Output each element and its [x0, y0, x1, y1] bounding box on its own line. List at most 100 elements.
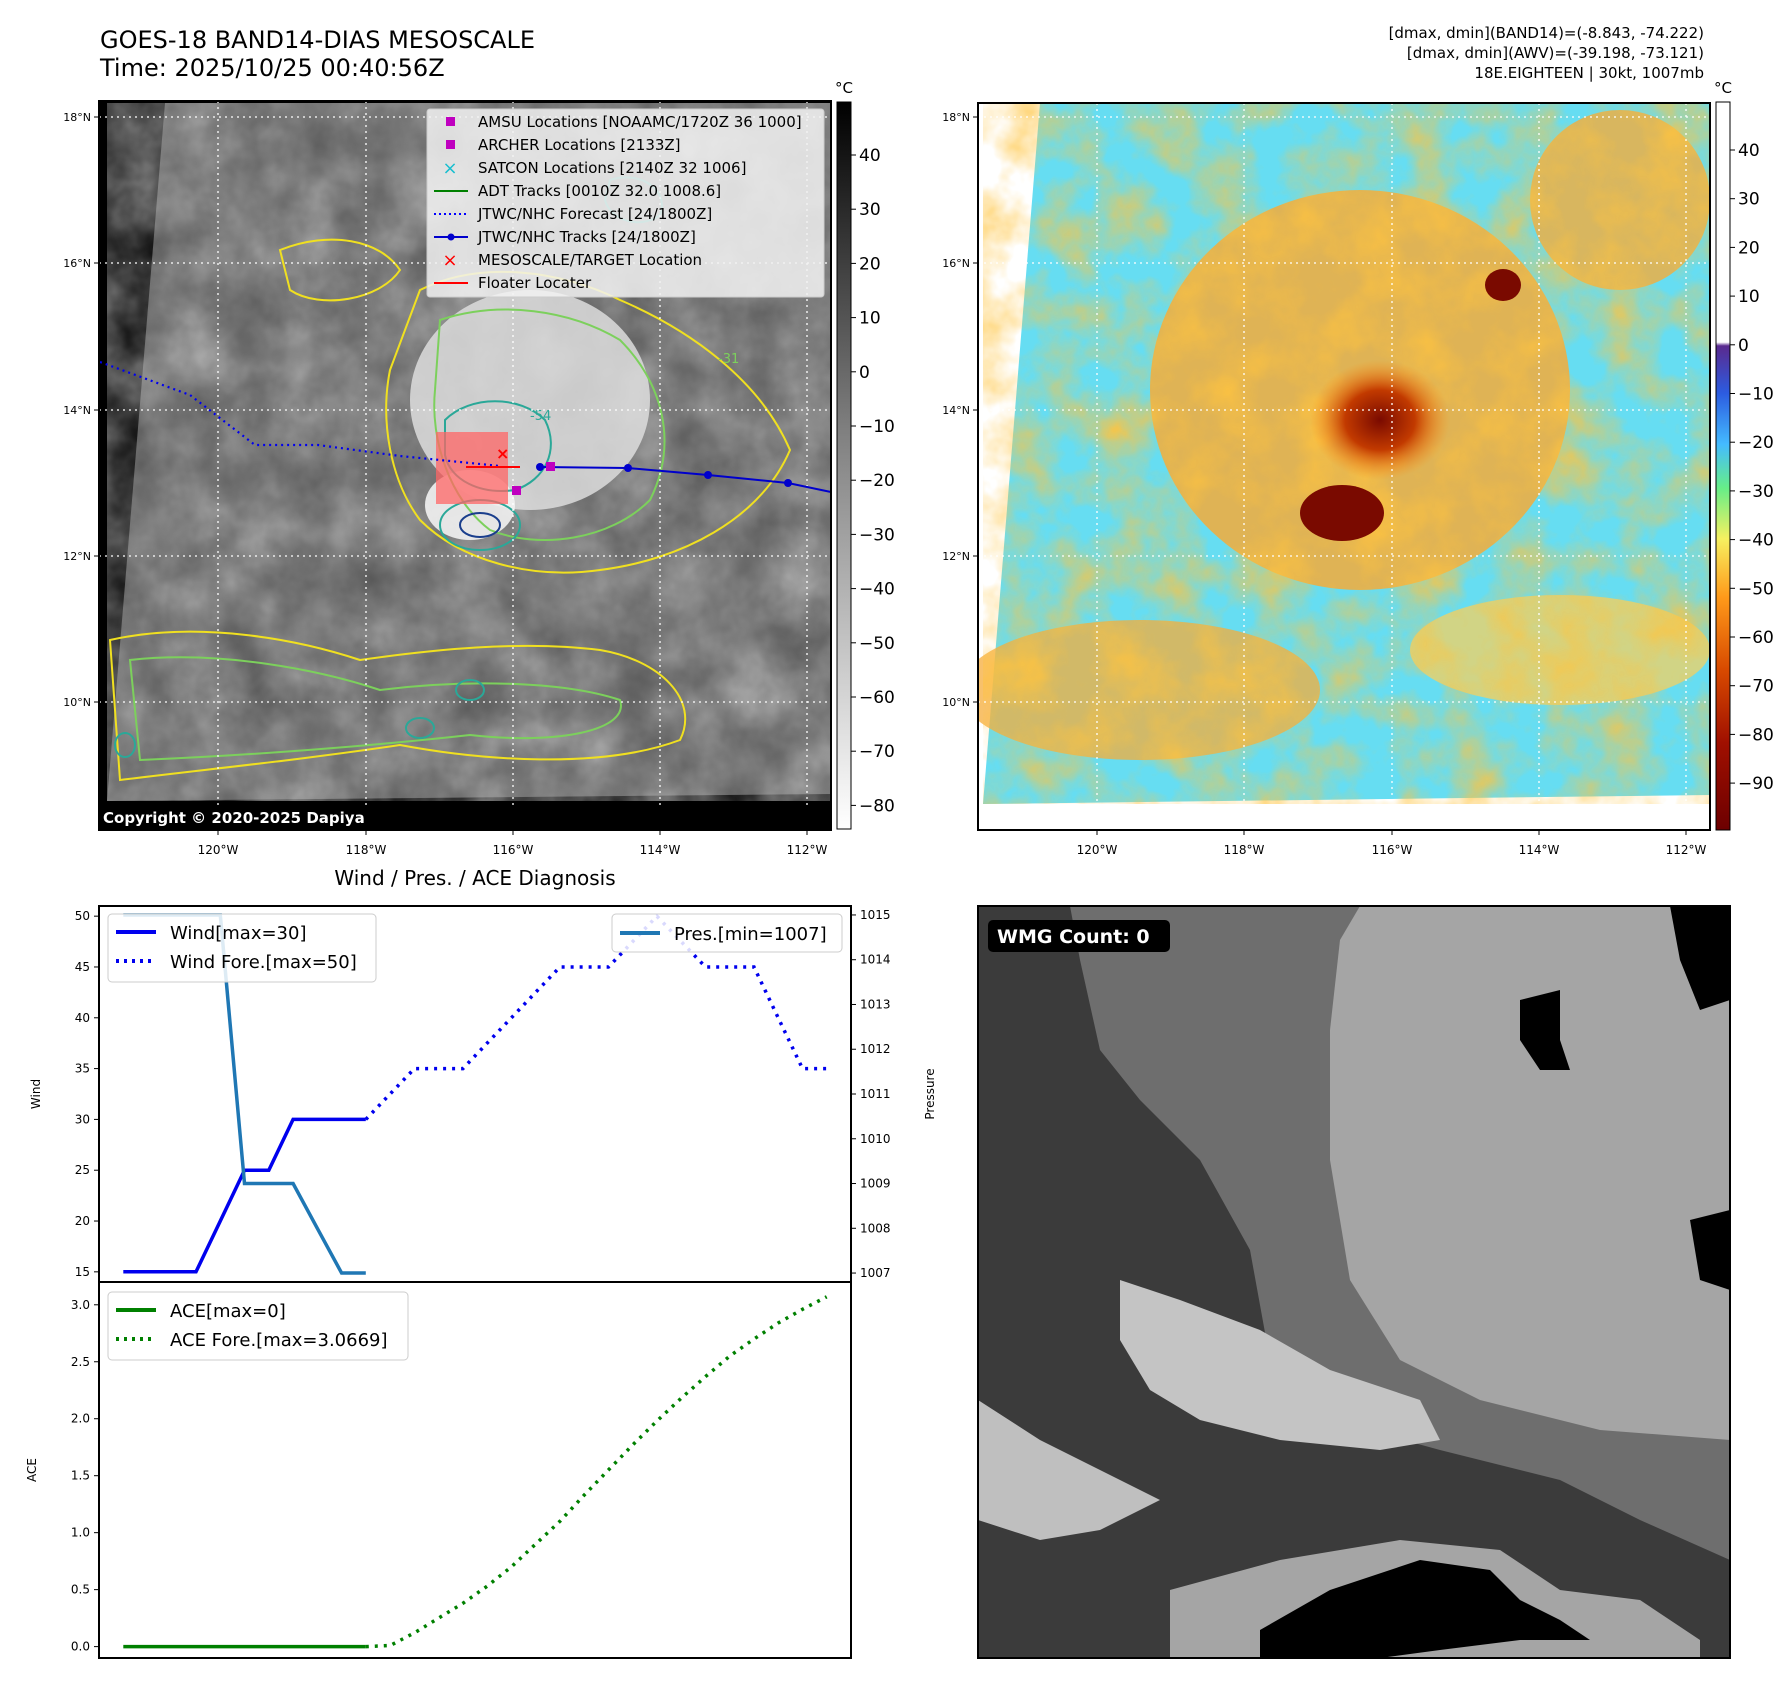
colorbar-tick-label: −50 [859, 634, 895, 654]
diagnosis-title: Wind / Pres. / ACE Diagnosis [334, 866, 615, 890]
title-line-2: Time: 2025/10/25 00:40:56Z [100, 54, 445, 82]
colorbar-tick-label: −10 [1738, 385, 1774, 405]
wmg-panel [978, 906, 1730, 1658]
lon-label: 114°W [1519, 843, 1560, 857]
lon-label: 120°W [1077, 843, 1118, 857]
colorbar-tick-label: −80 [1738, 725, 1774, 745]
ace-fore-legend-label: ACE Fore.[max=3.0669] [170, 1330, 388, 1351]
wmg-count-badge [988, 920, 1170, 952]
legend-marker-dot [447, 233, 455, 241]
y-tick-label: 20 [75, 1214, 90, 1228]
legend-label: JTWC/NHC Tracks [24/1800Z] [477, 228, 696, 246]
best-track-points [536, 463, 792, 487]
y-tick-label: 1015 [860, 908, 891, 922]
pressure-axis-label: Pressure [923, 1068, 937, 1119]
map-legend: AMSU Locations [NOAAMC/1720Z 36 1000] ARC… [426, 108, 825, 298]
wmg-zone-bright [1120, 1280, 1440, 1450]
colorbar-tick-label: −50 [1738, 579, 1774, 599]
y-tick-label: 1009 [860, 1177, 891, 1191]
y-tick-label: 1011 [860, 1087, 891, 1101]
title-line-1: GOES-18 BAND14-DIAS MESOSCALE [100, 26, 536, 54]
colorbar-tick-label: 40 [1738, 141, 1760, 161]
enhanced-map-frame [977, 102, 1711, 831]
ace-plot-frame [98, 1281, 852, 1659]
colorbar-tick-label: 0 [1738, 336, 1749, 356]
lat-label: 10°N [63, 696, 91, 709]
colorbar-tick-label: −30 [859, 525, 895, 545]
wind-legend-label: Wind[max=30] [170, 923, 307, 944]
wmg-dark-e [1690, 1210, 1730, 1290]
lat-label: 18°N [63, 111, 91, 124]
stats-band14: [dmax, dmin](BAND14)=(-8.843, -74.222) [1388, 24, 1704, 42]
stats-awv: [dmax, dmin](AWV)=(-39.198, -73.121) [1406, 44, 1704, 62]
colorbar-tick-label: 40 [859, 146, 881, 166]
legend-marker-square [446, 117, 455, 126]
colorbar-gradient [836, 101, 852, 830]
enhanced-ir-panel [978, 103, 1710, 830]
legend-label: AMSU Locations [NOAAMC/1720Z 36 1000] [478, 113, 802, 131]
ace-legend: ACE[max=0] ACE Fore.[max=3.0669] [107, 1291, 409, 1361]
y-tick-label: 1010 [860, 1132, 891, 1146]
enhanced-map-lon-labels: 120°W 118°W 116°W 114°W 112°W [1077, 830, 1707, 857]
colorbar-tick-label: 10 [859, 309, 881, 329]
y-tick-label: 45 [75, 960, 90, 974]
y-tick-label: 1007 [860, 1266, 891, 1280]
contour-label: -31 [718, 352, 739, 367]
colorbar-tick-label: −20 [1738, 433, 1774, 453]
wmg-dark-south [1260, 1560, 1590, 1658]
storm-info: 18E.EIGHTEEN | 30kt, 1007mb [1474, 64, 1704, 82]
legend-label: ARCHER Locations [2133Z] [478, 136, 681, 154]
y-tick-label: 0.0 [71, 1640, 90, 1654]
wmg-zone-light [1330, 906, 1730, 1440]
wmg-frame [977, 905, 1731, 1659]
target-marker: × [496, 444, 509, 463]
ace-chart: 3.0 2.5 2.0 1.5 1.0 0.5 0.0 [71, 1295, 828, 1654]
wind-pressure-chart: 50 45 40 35 30 25 20 15 1015 1014 1013 1012 1011 1010… [75, 908, 891, 1280]
colorbar-tick-label: −80 [859, 796, 895, 816]
y-tick-label: 1.0 [71, 1526, 90, 1540]
amsu-marker [546, 462, 555, 471]
forecast-track [99, 360, 501, 468]
colorbar-tick-label: −20 [859, 471, 895, 491]
y-tick-label: 1013 [860, 997, 891, 1011]
colorbar-gradient-right [1715, 101, 1731, 831]
ace-legend-box [107, 1291, 409, 1361]
wmg-count-text: WMG Count: 0 [997, 926, 1150, 948]
y-tick-label: 2.5 [71, 1355, 90, 1369]
cold-core-2 [1300, 485, 1384, 541]
colorbar-tick-label: −60 [1738, 628, 1774, 648]
legend-box [426, 108, 825, 298]
y-tick-label: 1008 [860, 1221, 891, 1235]
ir-map-lon-labels: 120°W 118°W 116°W 114°W 112°W [198, 830, 828, 857]
y-tick-label: 50 [75, 909, 90, 923]
left-colorbar: °C 40 30 20 10 0 −10 −20 −30 −40 −50 −60 −70 −80 [835, 79, 895, 830]
lon-label: 112°W [1666, 843, 1707, 857]
legend-marker-square [446, 140, 455, 149]
figure-title: GOES-18 BAND14-DIAS MESOSCALE Time: 2025… [100, 26, 535, 82]
lat-label: 12°N [942, 550, 970, 563]
contour-label-b: -54 [530, 409, 551, 424]
cold-core-1 [1310, 360, 1450, 480]
colorbar-tick-label: 10 [1738, 287, 1760, 307]
wind-fore-legend-label: Wind Fore.[max=50] [170, 952, 357, 973]
enhanced-map-lat-labels: 18°N 16°N 14°N 12°N 10°N [942, 111, 978, 709]
colorbar-tick-label: 20 [859, 254, 881, 274]
colorbar-tick-label: 0 [859, 363, 870, 383]
colorbar-tick-label: −40 [1738, 531, 1774, 551]
wmg-zone-sw [978, 1400, 1160, 1540]
colorbar-tick-label: 30 [1738, 190, 1760, 210]
pres-legend: Pres.[min=1007] [611, 913, 843, 953]
wind-axis-label: Wind [29, 1079, 43, 1109]
ir-map-frame [98, 100, 832, 831]
lat-label: 18°N [942, 111, 970, 124]
ace-axis-label: ACE [25, 1458, 39, 1482]
lon-label: 114°W [640, 843, 681, 857]
y-tick-label: 3.0 [71, 1298, 90, 1312]
lat-label: 14°N [63, 404, 91, 417]
archer-marker [512, 486, 521, 495]
colorbar-tick-label: −70 [1738, 677, 1774, 697]
lon-label: 116°W [1372, 843, 1413, 857]
lat-label: 10°N [942, 696, 970, 709]
wind-legend: Wind[max=30] Wind Fore.[max=50] [107, 913, 377, 983]
